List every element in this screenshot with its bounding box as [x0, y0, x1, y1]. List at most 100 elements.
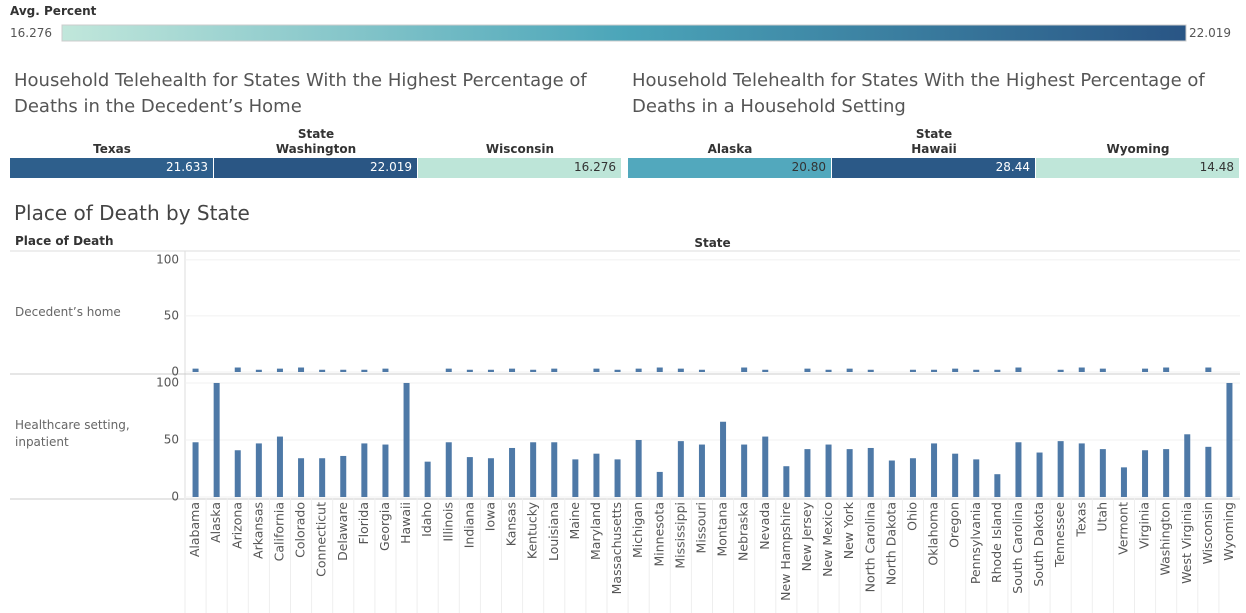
y-tick-label: 100	[156, 252, 179, 266]
x-tick-label: Indiana	[461, 502, 476, 548]
bar	[614, 369, 621, 372]
bar	[234, 367, 241, 372]
bar	[340, 369, 347, 372]
x-tick-label: Kansas	[504, 502, 519, 546]
bar	[614, 459, 621, 497]
bar	[677, 441, 684, 497]
bar	[973, 459, 980, 497]
row-header: Place of Death	[15, 234, 114, 248]
x-tick-label: West Virginia	[1179, 502, 1194, 584]
bar	[1099, 368, 1106, 372]
x-tick-label: North Carolina	[862, 502, 877, 592]
cell-value: 16.276	[574, 160, 616, 174]
x-tick-label: Rhode Island	[989, 502, 1004, 583]
bar	[276, 368, 283, 372]
bar	[1226, 382, 1233, 497]
bar	[276, 436, 283, 497]
x-tick-label: Pennsylvania	[968, 502, 983, 584]
bar	[635, 439, 642, 497]
x-tick-label: Colorado	[293, 502, 308, 558]
x-tick-label: Nevada	[757, 502, 772, 550]
x-tick-label: Louisiana	[546, 502, 561, 561]
x-tick-label: Illinois	[440, 502, 455, 542]
x-tick-label: Minnesota	[651, 502, 666, 567]
bar	[1078, 443, 1085, 497]
cell-value: 21.633	[166, 160, 208, 174]
column-label: Washington	[275, 142, 357, 156]
y-tick-label: 50	[164, 432, 179, 446]
x-tick-label: Arizona	[229, 502, 244, 549]
bar	[424, 461, 431, 497]
bar	[762, 369, 769, 372]
row-label: Healthcare setting, inpatient	[15, 418, 130, 449]
bar	[403, 382, 410, 497]
column-header: State	[694, 236, 731, 250]
table-cell	[214, 158, 418, 178]
bar	[846, 368, 853, 372]
x-tick-label: Arkansas	[250, 502, 265, 559]
bar	[931, 369, 938, 372]
bar	[487, 458, 494, 497]
x-tick-label: Michigan	[630, 502, 645, 558]
legend-title: Avg. Percent	[10, 4, 97, 18]
bar	[698, 444, 705, 497]
bar	[213, 382, 220, 497]
bar	[234, 450, 241, 497]
bar	[487, 369, 494, 372]
bar	[361, 443, 368, 497]
bar	[1205, 367, 1212, 372]
bar	[1015, 442, 1022, 497]
bar	[551, 442, 558, 497]
x-tick-label: Georgia	[377, 502, 392, 551]
table-header: State	[915, 127, 953, 141]
bar	[994, 369, 1001, 372]
bar	[509, 447, 516, 497]
bar	[804, 449, 811, 497]
bar	[804, 368, 811, 372]
bar	[952, 453, 959, 497]
bar	[298, 367, 305, 372]
y-tick-label: 100	[156, 375, 179, 389]
table-cell	[832, 158, 1036, 178]
bar	[741, 367, 748, 372]
y-tick-label: 50	[164, 308, 179, 322]
cell-value: 22.019	[370, 160, 412, 174]
bar	[1142, 450, 1149, 497]
x-tick-label: Oklahoma	[926, 502, 941, 566]
bar	[1142, 368, 1149, 372]
table-cell	[628, 158, 832, 178]
bar	[1184, 434, 1191, 497]
cell-value: 28.44	[995, 160, 1030, 174]
bar	[255, 369, 262, 372]
x-tick-label: Tennessee	[1052, 502, 1067, 568]
bar	[698, 369, 705, 372]
row-label: Decedent’s home	[15, 305, 121, 319]
table-cell	[1036, 158, 1240, 178]
bar	[952, 368, 959, 372]
x-tick-label: Maryland	[588, 502, 603, 560]
bar	[825, 444, 832, 497]
bar	[656, 367, 663, 372]
bar	[361, 369, 368, 372]
x-tick-label: Delaware	[335, 502, 350, 561]
bar	[1163, 367, 1170, 372]
x-tick-label: Vermont	[1115, 502, 1130, 555]
bar	[1015, 367, 1022, 372]
x-tick-label: Mississippi	[672, 502, 687, 569]
x-tick-label: Connecticut	[314, 502, 329, 577]
x-tick-label: California	[271, 502, 286, 561]
bar	[1163, 449, 1170, 497]
x-tick-label: Oregon	[947, 502, 962, 548]
x-tick-label: South Carolina	[1010, 502, 1025, 594]
table-title: Household Telehealth for States With the…	[632, 70, 1205, 117]
x-tick-label: New Hampshire	[778, 502, 793, 601]
y-tick-label: 0	[171, 490, 179, 504]
x-tick-label: New York	[841, 501, 856, 559]
bar	[530, 442, 537, 497]
x-tick-label: Ohio	[904, 502, 919, 531]
x-tick-label: New Mexico	[820, 502, 835, 577]
bar	[298, 458, 305, 497]
x-tick-label: South Dakota	[1031, 502, 1046, 587]
bar	[783, 466, 790, 497]
